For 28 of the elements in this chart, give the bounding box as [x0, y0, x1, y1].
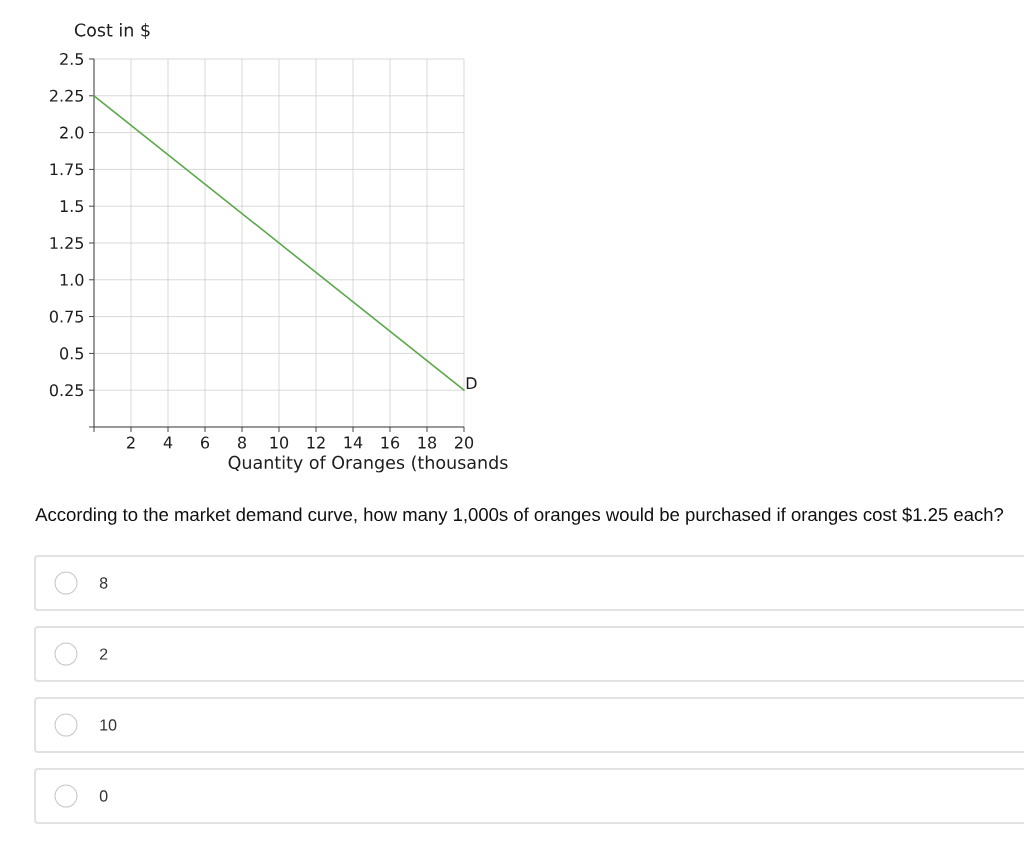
text: 2 — [100, 648, 108, 660]
x-tick-label: 10 — [270, 436, 289, 449]
y-axis-title: Cost in $ — [74, 23, 150, 39]
x-tick-label: 8 — [238, 436, 246, 449]
y-tick-label: 0.5 — [60, 347, 84, 360]
text: 10 — [100, 719, 117, 731]
y-tick-label: 1.5 — [60, 200, 84, 213]
annotation: D — [466, 377, 477, 389]
x-tick-label: 6 — [201, 436, 210, 449]
x-axis-title: Quantity of Oranges (thousands — [228, 455, 508, 473]
x-tick-label: 4 — [163, 436, 173, 449]
text: 8 — [99, 577, 108, 589]
x-tick-label: 20 — [455, 436, 474, 449]
x-tick-label: 2 — [127, 436, 135, 449]
text: According to the market demand curve, how many 1,000s of oranges would be purchased if oranges cost $1.25 each? — [35, 507, 1004, 525]
y-tick-label: 2.5 — [60, 52, 84, 66]
y-tick-label: 1.0 — [60, 273, 84, 286]
y-tick-label: 1.25 — [50, 236, 84, 250]
x-tick-label: 12 — [307, 436, 325, 449]
y-tick-label: 0.25 — [49, 384, 84, 397]
y-tick-label: 1.75 — [50, 163, 84, 176]
x-tick-label: 18 — [418, 436, 437, 449]
y-tick-label: 2.0 — [60, 126, 84, 139]
y-tick-label: 0.75 — [49, 310, 84, 323]
y-tick-label: 2.25 — [50, 89, 84, 102]
x-tick-label: 14 — [344, 436, 363, 449]
x-tick-label: 16 — [381, 436, 400, 449]
text: 0 — [99, 790, 108, 802]
